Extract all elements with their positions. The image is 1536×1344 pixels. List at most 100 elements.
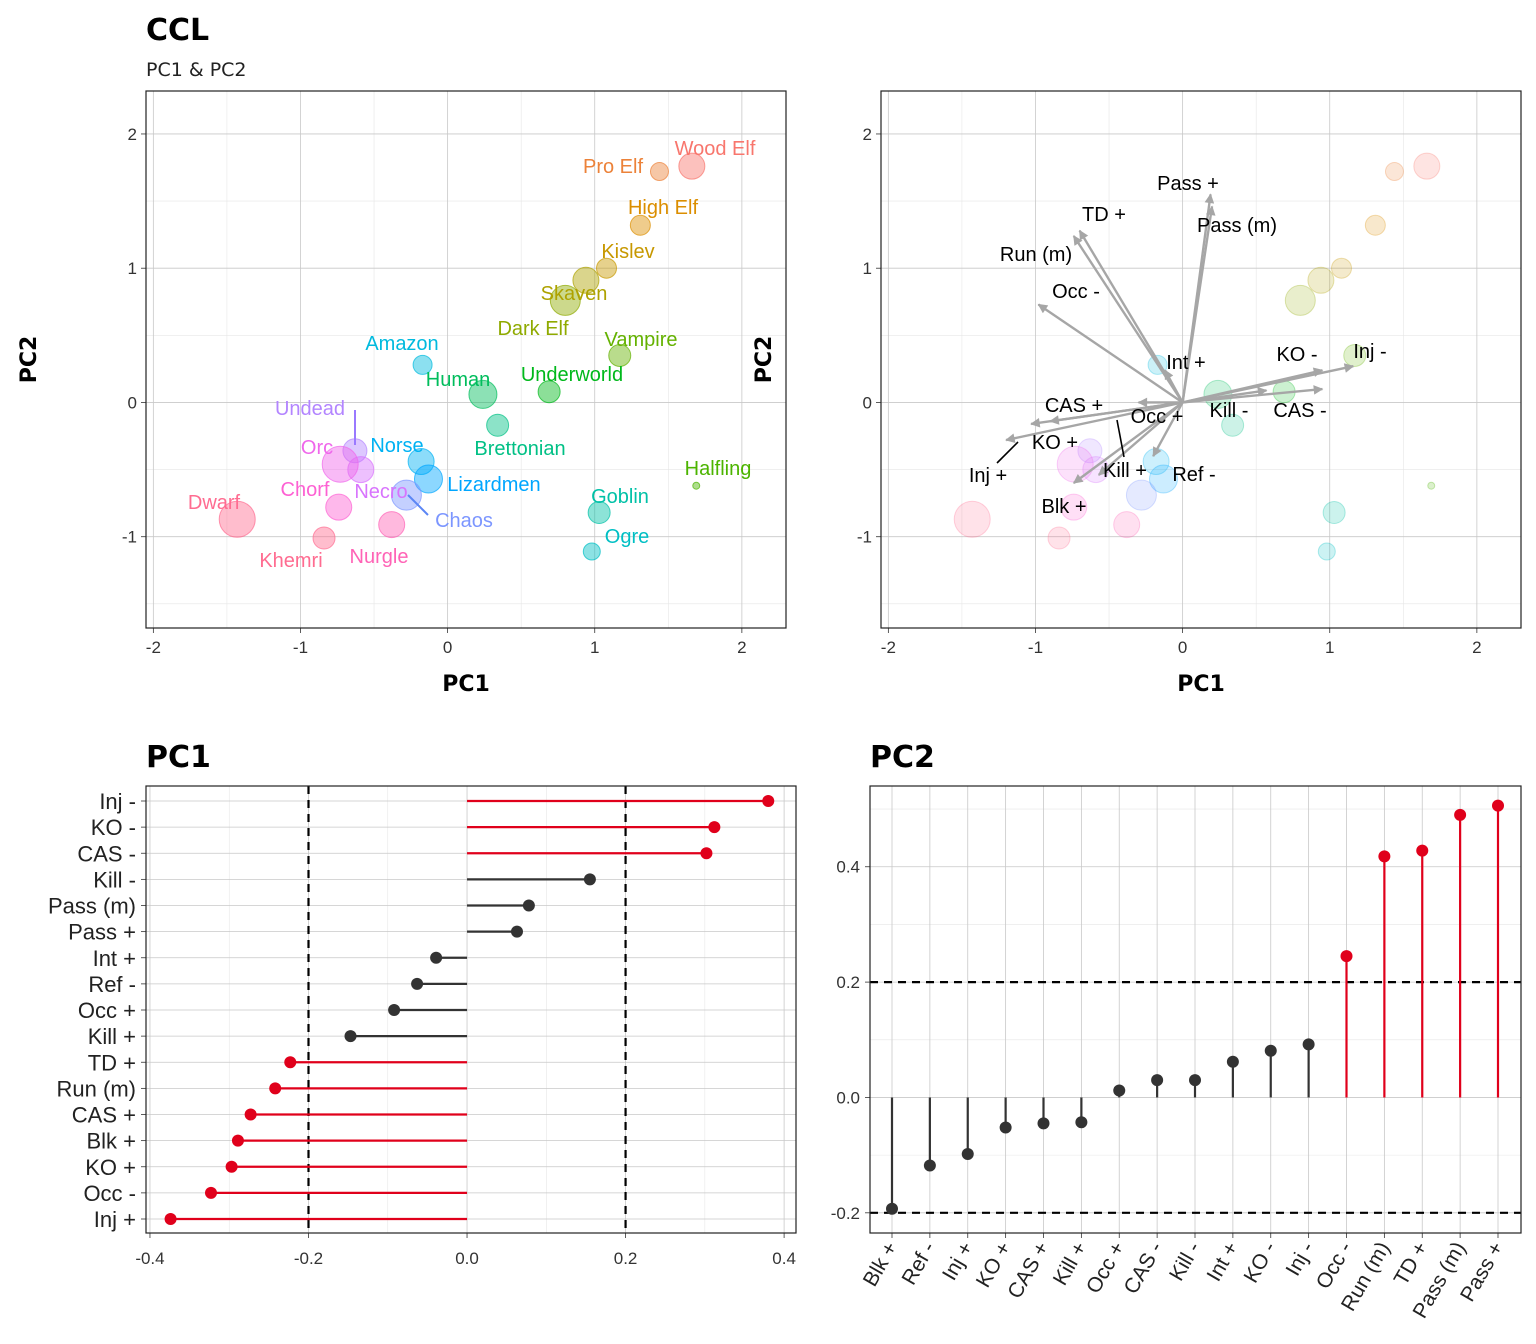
label-undead: Undead — [275, 398, 345, 420]
category-label: KO - — [91, 815, 136, 840]
vector-label-pass-: Pass + — [1157, 173, 1219, 195]
category-label: Kill - — [93, 867, 136, 892]
x-axis-title: PC1 — [442, 672, 490, 697]
x-tick-label: -2 — [881, 638, 896, 657]
y-axis-title: PC2 — [752, 336, 777, 384]
lollipop-dot — [269, 1082, 282, 1095]
point-chaos — [390, 479, 422, 511]
category-label: CAS - — [77, 841, 136, 866]
category-label: Blk + — [86, 1129, 136, 1154]
vector-label-ref-: Ref - — [1172, 464, 1215, 486]
vector-label-int-: Int + — [1166, 352, 1205, 374]
category-label: Ref - — [898, 1238, 941, 1289]
lollipop-dot — [1302, 1038, 1315, 1051]
y-tick-label: 1 — [128, 259, 137, 278]
vector-inj- — [1005, 401, 1183, 443]
point-skaven — [572, 266, 600, 294]
x-tick-label: 2 — [737, 638, 746, 657]
point-chorf — [325, 493, 353, 521]
vector-pass-m- — [1181, 205, 1216, 403]
x-axis-title: PC1 — [1177, 672, 1225, 697]
point-nurgle — [378, 511, 406, 539]
point-goblin — [587, 501, 611, 525]
category-label: Int + — [93, 946, 136, 971]
lollipop-dot — [583, 873, 596, 886]
label-halfling: Halfling — [685, 458, 752, 480]
lollipop-dot — [1416, 844, 1429, 857]
point-wood-elf — [678, 152, 706, 180]
category-label: CAS + — [72, 1103, 136, 1128]
x-tick-label: 0.0 — [455, 1249, 479, 1268]
label-dwarf: Dwarf — [188, 492, 241, 514]
lollipop-dot — [700, 847, 713, 860]
vector-label-inj-: Inj + — [969, 465, 1007, 487]
vector-occ- — [1037, 303, 1184, 404]
category-label: KO - — [1240, 1238, 1282, 1287]
point-human — [468, 379, 498, 409]
plot-border — [869, 785, 1522, 1234]
point-norse — [407, 448, 435, 476]
x-tick-label: -2 — [146, 638, 161, 657]
vector-label-occ-: Occ + — [1131, 406, 1184, 428]
category-label: Inj - — [1282, 1238, 1319, 1280]
faded-point-lizardmen — [1148, 464, 1178, 494]
lollipop-dot — [205, 1186, 217, 1199]
lollipop-dot — [284, 1056, 297, 1069]
lollipop-dot — [244, 1108, 257, 1121]
label-goblin: Goblin — [591, 486, 649, 508]
lollipop-dot — [762, 795, 775, 807]
point-ogre — [582, 542, 601, 561]
pc1-title: PC1 — [146, 740, 211, 775]
vector-label-occ-: Occ - — [1052, 281, 1100, 303]
leader-chaos — [407, 494, 429, 516]
point-high-elf — [629, 214, 651, 236]
faded-point-chorf — [1060, 493, 1088, 521]
label-norse: Norse — [370, 435, 423, 457]
point-khemri — [312, 526, 336, 550]
point-amazon — [412, 354, 433, 375]
category-label: Pass + — [68, 920, 136, 945]
lollipop-dot — [1454, 808, 1467, 821]
vector-label-ko-: KO - — [1276, 344, 1317, 366]
faded-point-nurgle — [1113, 511, 1141, 539]
y-tick-label: 1 — [863, 259, 872, 278]
category-label: Inj - — [99, 789, 136, 814]
biplot-panel: -2 -1 0 1 2 -1 0 1 2 PC1 PC2 Pass + TD + Pass (m) Run … — [752, 90, 1522, 697]
y-tick-label: 0.0 — [836, 1088, 860, 1107]
lollipop-dot — [1037, 1117, 1050, 1130]
point-vampire — [608, 343, 632, 367]
label-khemri: Khemri — [259, 550, 322, 572]
plot-border — [145, 785, 797, 1234]
category-label: Ref - — [88, 972, 136, 997]
vector-ko- — [1030, 401, 1183, 428]
y-axis-title: PC2 — [17, 336, 42, 384]
label-brettonian: Brettonian — [474, 438, 565, 460]
label-lizardmen: Lizardmen — [447, 474, 540, 496]
category-label: CAS - — [1120, 1238, 1168, 1298]
vector-label-blk-: Blk + — [1041, 496, 1086, 518]
point-dwarf — [218, 500, 256, 538]
plot-border — [145, 90, 787, 629]
category-label: Pass (m) — [48, 894, 136, 919]
label-nurgle: Nurgle — [350, 546, 409, 568]
x-tick-label: 2 — [1472, 638, 1481, 657]
label-high-elf: High Elf — [628, 197, 698, 219]
point-halfling — [692, 481, 701, 490]
label-vampire: Vampire — [605, 329, 678, 351]
lollipop-dot — [430, 951, 443, 964]
vector-label-cas-: CAS + — [1045, 395, 1103, 417]
pca-scatter-panel: -2 -1 0 1 2 -1 0 1 2 PC1 PC2 Wood Elf Pro Elf High El… — [17, 90, 787, 697]
vector-kill- — [1097, 401, 1184, 476]
y-tick-label: 0 — [128, 393, 137, 412]
label-kislev: Kislev — [601, 241, 654, 263]
category-label: Inj + — [938, 1238, 978, 1284]
y-tick-label: 2 — [863, 125, 872, 144]
label-dark-elf: Dark Elf — [497, 318, 569, 340]
lollipop-dot — [923, 1159, 936, 1172]
lollipop-dot — [344, 1030, 357, 1043]
label-ogre: Ogre — [605, 526, 649, 548]
lollipop-dot — [231, 1134, 244, 1147]
lollipop-dot — [1264, 1044, 1277, 1057]
lollipop-dot — [510, 925, 523, 938]
leader-kill-plus — [1116, 419, 1125, 458]
